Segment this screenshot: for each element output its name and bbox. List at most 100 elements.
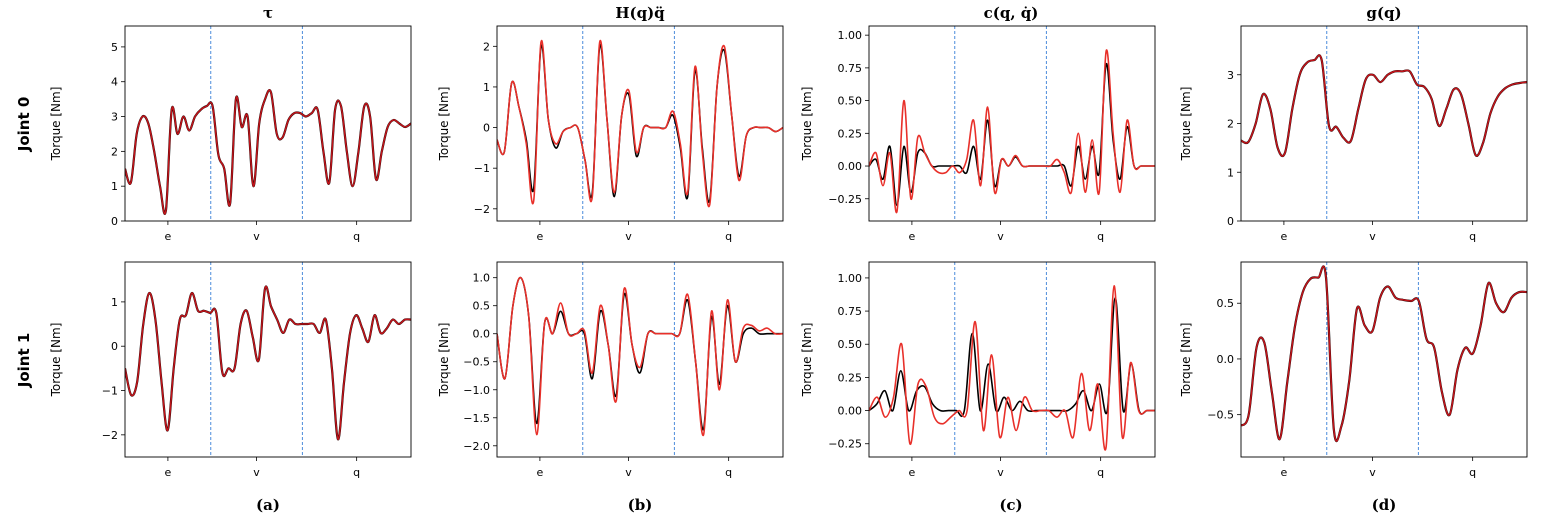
plot-area — [1241, 262, 1527, 457]
axes-frame — [124, 25, 412, 222]
y-tick-label: 0.5 — [473, 300, 491, 313]
axes-frame — [1240, 25, 1528, 222]
x-tick-label: v — [253, 466, 260, 479]
chart-panel-r0-c1: −2 −1 0 1 2 e v q Torque [Nm] — [437, 25, 784, 243]
y-tick-label: −2.0 — [463, 440, 490, 453]
y-tick-label: 3 — [1227, 69, 1234, 82]
y-axis-label: Torque [Nm] — [49, 87, 63, 162]
plot-area — [497, 262, 783, 457]
x-tick-label: v — [997, 466, 1004, 479]
axes-frame — [124, 261, 412, 458]
x-tick-label: q — [1097, 466, 1104, 479]
x-tick-label: v — [625, 466, 632, 479]
y-tick-label: 0.50 — [838, 338, 863, 351]
chart-panel-r1-c3: −0.5 0.0 0.5 e v q Torque [Nm] — [1179, 261, 1528, 479]
y-tick-label: 2 — [483, 40, 490, 53]
y-tick-label: 1.00 — [838, 272, 863, 285]
x-tick-label: q — [725, 466, 732, 479]
y-axis-label: Torque [Nm] — [49, 323, 63, 398]
series-line-prediction — [125, 285, 411, 441]
chart-panel-r1-c1: −2.0 −1.5 −1.0 −0.5 0.0 0.5 1.0 e v q Torque [Nm] — [437, 261, 784, 479]
y-tick-label: −1.5 — [463, 412, 490, 425]
series-line-ground-truth — [125, 285, 411, 441]
x-tick-label: e — [909, 466, 916, 479]
panel-label-d: (d) — [1372, 496, 1397, 514]
y-tick-label: 0.75 — [838, 305, 863, 318]
y-axis-label: Torque [Nm] — [800, 87, 814, 162]
chart-panel-r1-c0: −2 −1 0 1 e v q Torque [Nm] — [49, 261, 412, 479]
y-axis-label: Torque [Nm] — [1179, 87, 1193, 162]
plot-area — [869, 26, 1155, 221]
x-tick-label: q — [1097, 230, 1104, 243]
y-tick-label: −1 — [474, 162, 490, 175]
x-tick-label: q — [353, 466, 360, 479]
x-tick-label: q — [725, 230, 732, 243]
chart-panel-r0-c2: −0.25 0.00 0.25 0.50 0.75 1.00 e v q Torque [Nm] — [800, 25, 1156, 243]
chart-panels: 0 1 2 3 4 5 e v q Torque [Nm] −2 −1 0 1 2 e v q Torque [Nm… — [49, 25, 1528, 479]
plot-area — [125, 262, 411, 457]
row-label-joint-1: Joint 1 — [15, 333, 33, 389]
y-axis-label: Torque [Nm] — [800, 323, 814, 398]
series-line-prediction — [497, 276, 783, 437]
panel-label-b: (b) — [628, 496, 653, 514]
series-line-prediction — [1241, 265, 1527, 442]
x-tick-label: e — [537, 230, 544, 243]
y-tick-label: −2 — [474, 203, 490, 216]
y-tick-label: −0.25 — [828, 438, 862, 451]
series-line-prediction — [869, 49, 1155, 214]
x-tick-label: v — [253, 230, 260, 243]
y-tick-label: 3 — [111, 111, 118, 124]
y-tick-label: 1 — [111, 180, 118, 193]
axes-frame — [1240, 261, 1528, 458]
column-title-Hqqdd: H(q)q̈ — [615, 4, 665, 22]
y-tick-label: 0.5 — [1217, 297, 1235, 310]
y-axis-label: Torque [Nm] — [1179, 323, 1193, 398]
row-label-joint-0: Joint 0 — [15, 97, 33, 153]
column-title-tau: τ — [263, 4, 273, 22]
x-tick-label: v — [1369, 466, 1376, 479]
x-tick-label: v — [997, 230, 1004, 243]
y-tick-label: 0 — [483, 122, 490, 135]
y-tick-label: 0.25 — [838, 371, 863, 384]
series-line-prediction — [1241, 54, 1527, 157]
series-line-prediction — [125, 89, 411, 215]
x-tick-label: e — [537, 466, 544, 479]
plot-area — [1241, 26, 1527, 221]
y-tick-label: 1 — [1227, 166, 1234, 179]
y-tick-label: 4 — [111, 76, 118, 89]
y-tick-label: −1.0 — [463, 384, 490, 397]
y-axis-label: Torque [Nm] — [437, 323, 451, 398]
y-tick-label: 0.75 — [838, 62, 863, 75]
series-line-prediction — [497, 39, 783, 208]
y-tick-label: −0.25 — [828, 193, 862, 206]
x-tick-label: e — [909, 230, 916, 243]
plot-area — [869, 262, 1155, 457]
y-tick-label: 2 — [1227, 118, 1234, 131]
x-tick-label: e — [1281, 230, 1288, 243]
y-tick-label: 0.50 — [838, 95, 863, 108]
axes-frame — [868, 25, 1156, 222]
x-tick-label: q — [353, 230, 360, 243]
y-tick-label: −0.5 — [1207, 409, 1234, 422]
series-line-prediction — [869, 285, 1155, 451]
y-tick-label: −0.5 — [463, 356, 490, 369]
axes-frame — [868, 261, 1156, 458]
y-tick-label: 1 — [111, 296, 118, 309]
chart-panel-r1-c2: −0.25 0.00 0.25 0.50 0.75 1.00 e v q Torque [Nm] — [800, 261, 1156, 479]
plot-area — [497, 26, 783, 221]
chart-panel-r0-c0: 0 1 2 3 4 5 e v q Torque [Nm] — [49, 25, 412, 243]
plot-area — [125, 26, 411, 221]
x-tick-label: e — [165, 230, 172, 243]
y-tick-label: 0 — [111, 215, 118, 228]
y-tick-label: 0.00 — [838, 160, 863, 173]
column-title-gq: g(q) — [1366, 4, 1401, 22]
y-tick-label: 0 — [111, 340, 118, 353]
axes-frame — [496, 261, 784, 458]
y-tick-label: 2 — [111, 145, 118, 158]
y-tick-label: 5 — [111, 41, 118, 54]
x-tick-label: v — [1369, 230, 1376, 243]
series-line-ground-truth — [869, 63, 1155, 207]
y-tick-label: 0.0 — [1217, 353, 1235, 366]
y-tick-label: −1 — [102, 385, 118, 398]
